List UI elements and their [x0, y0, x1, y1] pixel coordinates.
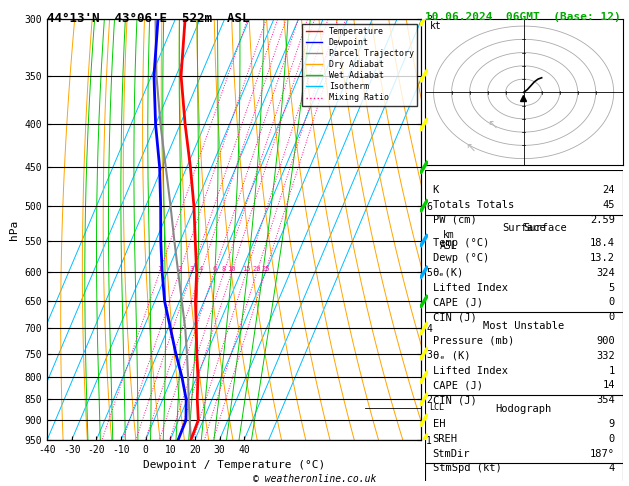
- Text: θₑ(K): θₑ(K): [433, 268, 464, 278]
- Text: $\nwarrow$: $\nwarrow$: [484, 119, 498, 132]
- Text: $\nwarrow$: $\nwarrow$: [463, 141, 476, 155]
- Text: PW (cm): PW (cm): [433, 214, 476, 225]
- Text: 354: 354: [596, 395, 615, 405]
- Text: StmSpd (kt): StmSpd (kt): [433, 463, 501, 473]
- Text: CAPE (J): CAPE (J): [433, 381, 482, 390]
- Text: 187°: 187°: [590, 449, 615, 459]
- Text: 2: 2: [177, 266, 182, 272]
- Text: 15: 15: [242, 266, 250, 272]
- Text: 14: 14: [603, 381, 615, 390]
- Text: Dewp (°C): Dewp (°C): [433, 253, 489, 263]
- Text: 4: 4: [608, 463, 615, 473]
- X-axis label: Dewpoint / Temperature (°C): Dewpoint / Temperature (°C): [143, 460, 325, 470]
- Text: 6: 6: [212, 266, 216, 272]
- Legend: Temperature, Dewpoint, Parcel Trajectory, Dry Adiabat, Wet Adiabat, Isotherm, Mi: Temperature, Dewpoint, Parcel Trajectory…: [303, 24, 417, 106]
- Text: 332: 332: [596, 351, 615, 361]
- Text: StmDir: StmDir: [433, 449, 470, 459]
- Text: Lifted Index: Lifted Index: [433, 365, 508, 376]
- Text: LCL: LCL: [429, 403, 444, 412]
- Text: 900: 900: [596, 336, 615, 346]
- Text: CIN (J): CIN (J): [433, 312, 476, 322]
- Text: 1: 1: [157, 266, 162, 272]
- Text: 2.59: 2.59: [590, 214, 615, 225]
- Text: CAPE (J): CAPE (J): [433, 297, 482, 308]
- Text: kt: kt: [430, 21, 442, 31]
- Text: 10.06.2024  06GMT  (Base: 12): 10.06.2024 06GMT (Base: 12): [425, 12, 620, 22]
- Text: EH: EH: [433, 419, 445, 429]
- Text: 24: 24: [603, 185, 615, 195]
- Text: 0: 0: [608, 434, 615, 444]
- Text: 5: 5: [608, 283, 615, 293]
- Text: 0: 0: [608, 297, 615, 308]
- Text: Pressure (mb): Pressure (mb): [433, 336, 514, 346]
- Text: 13.2: 13.2: [590, 253, 615, 263]
- Text: θₑ (K): θₑ (K): [433, 351, 470, 361]
- Text: Temp (°C): Temp (°C): [433, 238, 489, 248]
- Y-axis label: hPa: hPa: [9, 220, 19, 240]
- Text: Lifted Index: Lifted Index: [433, 283, 508, 293]
- Text: Hodograph: Hodograph: [496, 404, 552, 414]
- Y-axis label: km
ASL: km ASL: [440, 230, 458, 251]
- Text: 324: 324: [596, 268, 615, 278]
- Text: 10: 10: [228, 266, 236, 272]
- Text: 9: 9: [608, 419, 615, 429]
- Text: Most Unstable: Most Unstable: [483, 321, 564, 331]
- Text: 3: 3: [190, 266, 194, 272]
- Text: Surface: Surface: [524, 224, 567, 233]
- Text: Totals Totals: Totals Totals: [433, 200, 514, 210]
- Text: Surface: Surface: [502, 224, 545, 233]
- Text: 1: 1: [608, 365, 615, 376]
- Text: 0: 0: [608, 312, 615, 322]
- Text: CIN (J): CIN (J): [433, 395, 476, 405]
- Text: SREH: SREH: [433, 434, 457, 444]
- Text: K: K: [433, 185, 439, 195]
- Text: 20: 20: [253, 266, 261, 272]
- Text: 18.4: 18.4: [590, 238, 615, 248]
- Text: 45: 45: [603, 200, 615, 210]
- Text: © weatheronline.co.uk: © weatheronline.co.uk: [253, 473, 376, 484]
- Text: 44°13'N  43°06'E  522m  ASL: 44°13'N 43°06'E 522m ASL: [47, 12, 250, 25]
- Text: 4: 4: [199, 266, 203, 272]
- Text: 8: 8: [222, 266, 226, 272]
- Text: 25: 25: [261, 266, 269, 272]
